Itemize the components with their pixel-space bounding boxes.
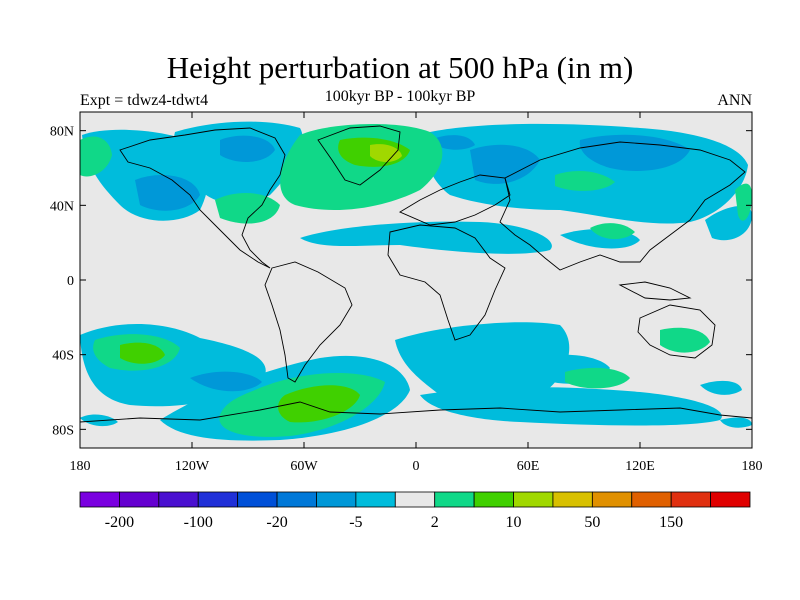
plot-title: Height perturbation at 500 hPa (in m) (166, 50, 634, 85)
lon-tick-label: 60E (517, 459, 540, 474)
contour-band-southern-ocean (420, 387, 722, 426)
colorbar: -200 -100 -20 -5 2 10 50 150 (79, 491, 751, 531)
contour-core-north-pacific (135, 175, 200, 211)
season-label: ANN (717, 92, 752, 109)
contour-fill-layer (80, 121, 752, 441)
lon-tick-label: 180 (70, 459, 91, 474)
contour-band-siberia-green (555, 170, 615, 191)
contour-core-south-pacific (190, 371, 262, 392)
contour-band-north-america (174, 121, 303, 205)
colorbar-swatch (119, 491, 160, 508)
contour-band-new-zealand-south (660, 327, 710, 353)
colorbar-swatch (237, 491, 278, 508)
colorbar-swatch (473, 491, 514, 508)
longitude-ticks: 180 120W 60W 0 60E 120E 180 (70, 112, 763, 474)
colorbar-swatch (434, 491, 475, 508)
contour-core-south-pacific-green (120, 342, 165, 364)
contour-band-alaska (80, 136, 112, 177)
experiment-label: Expt = tdwz4-tdwt4 (80, 92, 209, 109)
colorbar-swatch (355, 491, 396, 508)
colorbar-label: -20 (266, 514, 287, 531)
contour-band-north-atlantic (215, 193, 280, 224)
period-label: 100kyr BP - 100kyr BP (324, 88, 476, 105)
lon-tick-label: 120E (625, 459, 655, 474)
colorbar-swatch (631, 491, 672, 508)
colorbar-label: -200 (105, 514, 134, 531)
coastline-asia (499, 141, 746, 271)
colorbar-swatch (552, 491, 593, 508)
colorbar-swatch (591, 491, 633, 508)
coastline-australia (637, 304, 716, 359)
contour-core-canada (220, 135, 275, 162)
colorbar-label: 150 (659, 514, 683, 531)
lat-tick-label: 0 (67, 274, 74, 289)
lat-tick-label: 80S (52, 423, 74, 438)
colorbar-label: -5 (349, 514, 362, 531)
colorbar-swatch (158, 491, 199, 508)
latitude-ticks: 80N 40N 0 40S 80S (50, 125, 752, 438)
coastline-indonesia (618, 281, 692, 301)
coastlines (80, 125, 752, 423)
colorbar-swatch (513, 491, 554, 508)
lat-tick-label: 40N (50, 199, 74, 214)
colorbar-swatch (79, 491, 120, 508)
lat-tick-label: 80N (50, 125, 74, 140)
contour-band-southern-indian (395, 322, 570, 407)
lon-tick-label: 180 (742, 459, 763, 474)
coastline-europe (399, 174, 511, 226)
coastline-north-america (119, 127, 286, 269)
contour-core-weddell (278, 385, 360, 423)
lon-tick-label: 0 (413, 459, 420, 474)
colorbar-swatch (276, 491, 317, 508)
contour-core-europe (470, 144, 540, 184)
colorbar-swatch (394, 491, 436, 508)
colorbar-swatch (670, 491, 711, 508)
colorbar-label: 2 (431, 514, 439, 531)
colorbar-label: 50 (584, 514, 600, 531)
contour-band-mid-atlantic (300, 221, 552, 254)
colorbar-label: -100 (184, 514, 213, 531)
colorbar-swatch (316, 491, 357, 508)
coastline-africa (387, 224, 506, 341)
contour-band-east-asia (590, 223, 635, 240)
coastline-south-america (264, 261, 353, 383)
contour-band-southern-indian-green (565, 367, 630, 389)
lon-tick-label: 60W (290, 459, 318, 474)
contour-band-dateline-south (700, 380, 742, 395)
contour-peak-greenland (370, 144, 402, 162)
coastline-greenland (317, 125, 401, 186)
colorbar-swatch (710, 491, 751, 508)
coastline-antarctica (80, 401, 752, 423)
contour-band-pacific-dateline (735, 183, 752, 221)
lon-tick-label: 120W (175, 459, 210, 474)
colorbar-swatch (197, 491, 239, 508)
colorbar-label: 10 (506, 514, 522, 531)
lat-tick-label: 40S (52, 349, 74, 364)
contour-band-tasman (720, 417, 752, 428)
